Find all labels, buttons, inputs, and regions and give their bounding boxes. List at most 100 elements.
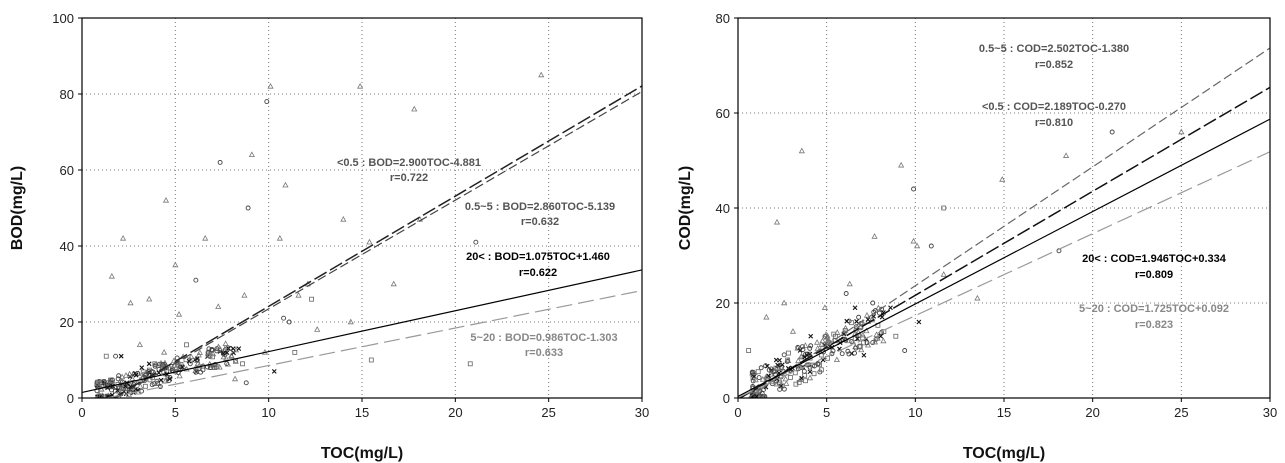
bod-scatter-point <box>162 196 170 203</box>
bod-scatter-point <box>243 380 249 386</box>
bod-cluster-point <box>123 383 128 389</box>
bod-cluster-point <box>222 340 229 346</box>
cod-cluster-point <box>767 370 774 377</box>
bod-y-tick-label: 80 <box>60 87 74 102</box>
cod-scatter-point <box>808 333 814 339</box>
bod-scatter-point <box>172 261 179 268</box>
cod-scatter-point <box>779 362 785 368</box>
cod-cluster-point <box>841 330 847 336</box>
cod-cluster-point <box>815 361 821 367</box>
cod-cluster-point <box>795 357 802 364</box>
bod-cluster-point <box>131 379 137 385</box>
bod-x-axis-title: TOC(mg/L) <box>321 445 403 462</box>
bod-scatter-point <box>193 277 199 283</box>
bod-cluster-point <box>160 361 166 367</box>
bod-tick-labels: 0 5 10 15 20 25 30 0 20 40 60 80 100 <box>52 11 649 420</box>
bod-scatter-point <box>133 372 139 378</box>
bod-scatter-point <box>184 342 189 348</box>
bod-cluster-point <box>126 370 133 377</box>
cod-cluster-point <box>760 394 766 398</box>
cod-x-tick-label: 30 <box>1263 405 1277 420</box>
cod-cluster-point <box>855 336 860 342</box>
bod-scatter-point <box>473 239 479 245</box>
cod-cluster-point <box>796 363 803 369</box>
bod-cluster-point <box>192 367 199 374</box>
cod-scatter-point <box>1062 152 1070 158</box>
bod-y-tick-label: 60 <box>60 163 74 178</box>
cod-scatter-point <box>789 328 797 334</box>
bod-regression-line-3 <box>103 289 642 398</box>
bod-scatter-point <box>292 349 298 355</box>
bod-cluster-point <box>220 350 226 356</box>
bod-scatter-point <box>118 353 124 359</box>
bod-cluster-point <box>116 373 122 379</box>
bod-scatter-point <box>271 369 277 374</box>
bod-cluster-point <box>109 387 114 393</box>
bod-scatter-point <box>538 71 545 78</box>
bod-cluster-point <box>137 382 144 389</box>
bod-regression-line-2 <box>82 269 642 394</box>
cod-cluster-point <box>823 333 831 340</box>
bod-scatter-point <box>217 159 223 165</box>
cod-cluster-point <box>758 365 764 371</box>
bod-line-0-r: r=0.722 <box>390 172 428 184</box>
bod-cluster-point <box>224 361 230 367</box>
bod-scatter-point <box>202 234 209 241</box>
bod-cluster-point <box>214 346 220 352</box>
bod-scatter-point <box>143 372 148 378</box>
cod-cluster-point <box>807 351 813 357</box>
cod-cluster-point <box>822 331 830 337</box>
bod-y-tick-label: 20 <box>60 315 74 330</box>
cod-cluster-point <box>830 348 836 354</box>
cod-cluster-point <box>873 331 880 338</box>
bod-scatter-point <box>245 205 251 211</box>
bod-scatter-point <box>152 361 158 367</box>
cod-scatter-point <box>914 242 921 249</box>
cod-line-0-r: r=0.852 <box>1035 59 1073 71</box>
cod-scatter-point <box>763 313 770 320</box>
bod-cluster-point <box>220 350 226 356</box>
cod-cluster-point <box>797 376 804 382</box>
cod-cluster-point <box>873 336 879 342</box>
bod-scatter-point <box>276 234 283 241</box>
cod-cluster-point <box>793 381 799 387</box>
bod-scatter-point <box>108 272 115 279</box>
bod-cluster-point <box>205 351 212 358</box>
cod-cluster-point <box>799 375 805 381</box>
cod-tick-labels: 0 5 10 15 20 25 30 0 20 40 60 80 <box>716 11 1278 420</box>
bod-scatter-point <box>340 215 347 222</box>
cod-cluster-point <box>878 333 884 339</box>
bod-cluster-point <box>106 394 111 398</box>
cod-chart: 0 5 10 15 20 25 30 0 20 40 60 80 TOC(mg/L) COD(mg/L… <box>677 11 1277 462</box>
cod-scatter-point <box>843 291 849 296</box>
bod-cluster-point <box>158 377 164 383</box>
cod-line-1-equation: <0.5 : COD=2.189TOC-0.270 <box>982 101 1126 113</box>
cod-cluster-point <box>755 369 761 375</box>
cod-cluster-point <box>818 341 825 347</box>
cod-cluster-point <box>773 365 779 371</box>
bod-scatter-point <box>240 361 245 367</box>
cod-x-tick-label: 20 <box>1085 405 1099 420</box>
bod-scatter-point <box>241 291 248 298</box>
cod-y-tick-label: 80 <box>716 11 730 26</box>
cod-cluster-point <box>842 328 848 334</box>
bod-scatter-point <box>167 376 173 382</box>
cod-scatter-point <box>817 362 822 368</box>
bod-cluster-point <box>223 354 230 361</box>
cod-scatter-point <box>857 323 864 329</box>
cod-line-3-r: r=0.823 <box>1135 319 1173 331</box>
bod-dense-points <box>94 340 240 398</box>
bod-line-3-r: r=0.633 <box>525 347 563 359</box>
bod-x-tick-label: 5 <box>172 405 179 420</box>
cod-scatter-point <box>940 271 947 277</box>
cod-scatter-point <box>808 343 814 349</box>
bod-scatter-point <box>127 299 134 306</box>
cod-scatter-point <box>911 186 917 192</box>
cod-scatter-point <box>821 304 828 310</box>
cod-cluster-point <box>870 340 876 346</box>
bod-cluster-point <box>95 379 101 385</box>
bod-scatter-point <box>411 105 418 112</box>
bod-scatter-point <box>309 296 315 302</box>
cod-cluster-point <box>801 368 807 374</box>
cod-cluster-point <box>773 380 780 387</box>
